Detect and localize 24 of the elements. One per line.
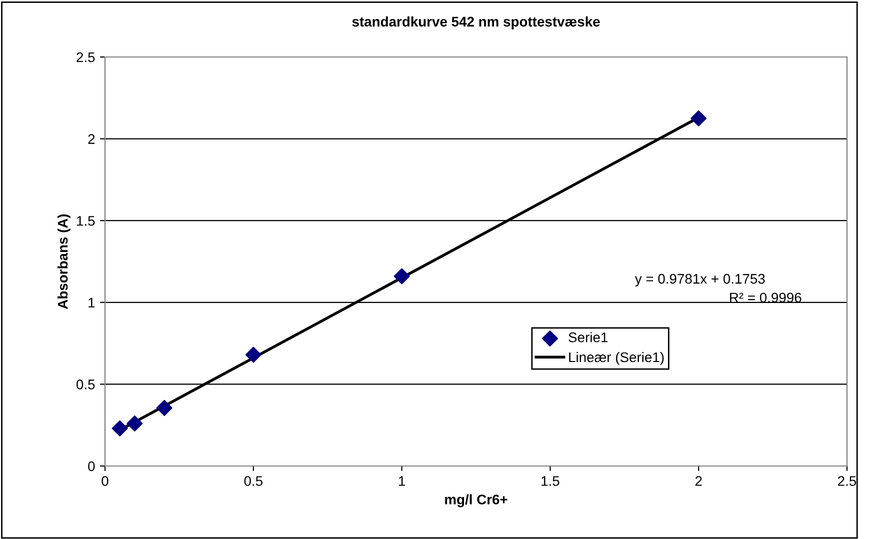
point [690,110,707,126]
y-tick-label: 1 [88,298,95,308]
x-tick-label: 2.5 [838,476,856,486]
y-tick-label: 1.5 [77,216,95,226]
point [245,346,262,363]
y-tick-label: 2.5 [76,52,95,62]
point [126,415,143,432]
x-tick-label: 0.5 [244,476,262,486]
legend-label: Lineær (Serie1) [569,352,664,365]
x-axis-title: mg/l Cr6+ [445,494,508,508]
x-tick-label: 2 [695,476,702,486]
point [394,268,410,284]
y-tick-label: 2 [88,134,95,144]
chart-title: standardkurve 542 nm spottestvæske [352,16,600,30]
y-axis-title: Absorbans (A) [57,214,70,309]
x-tick-label: 1 [398,476,405,486]
x-tick-label: 1.5 [542,476,560,486]
point [156,400,172,416]
y-tick-label: 0.5 [76,380,95,390]
y-tick-label: 0 [88,461,95,472]
legend-label: Serie1 [568,332,608,342]
x-tick-label: 0 [102,476,108,486]
point [112,420,128,436]
annotation: y = 0.9781x + 0.1753 [634,274,765,286]
